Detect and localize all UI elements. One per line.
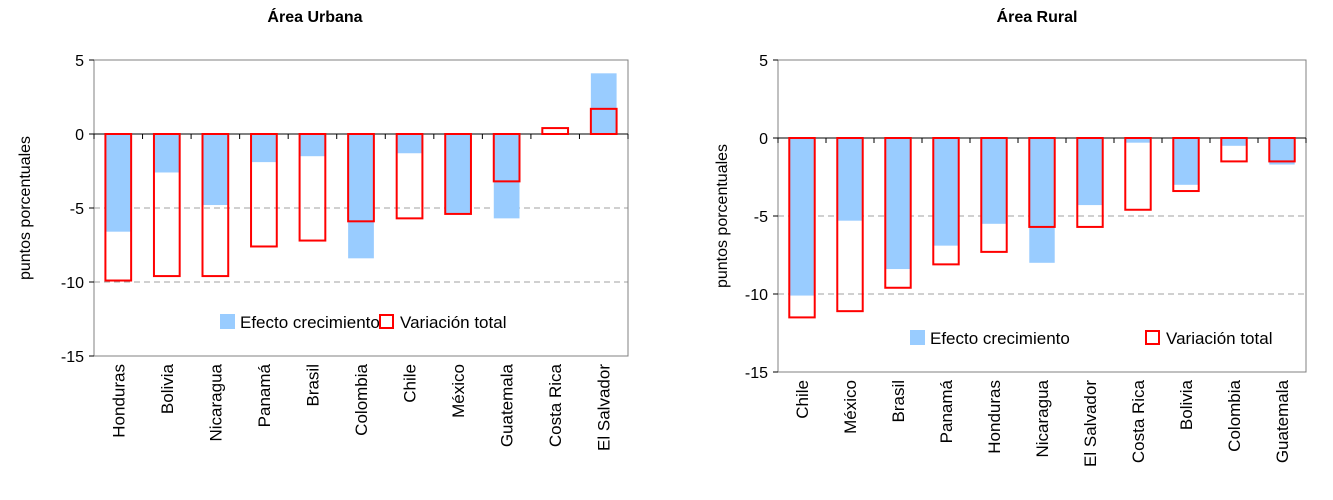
chart-title: Área Urbana xyxy=(267,7,362,26)
bar-efecto-crecimiento xyxy=(885,138,911,270)
category-label: Bolivia xyxy=(158,363,177,414)
bar-efecto-crecimiento xyxy=(153,134,180,173)
y-tick-label: 0 xyxy=(759,131,768,148)
bar-variacion-total xyxy=(788,137,816,319)
chart-title: Área Rural xyxy=(997,7,1078,26)
bar-efecto-crecimiento xyxy=(789,138,815,296)
bar-efecto-crecimiento xyxy=(202,134,229,206)
bar-efecto-crecimiento xyxy=(1029,138,1055,263)
bar-efecto-crecimiento xyxy=(1269,138,1295,165)
y-tick-label: -5 xyxy=(754,209,768,226)
bar-variacion-total xyxy=(1124,137,1152,211)
y-tick-label: -10 xyxy=(61,275,84,292)
category-label: El Salvador xyxy=(595,364,614,451)
y-tick-label: -5 xyxy=(70,201,84,218)
bar-efecto-crecimiento xyxy=(445,134,471,214)
category-label: Panamá xyxy=(937,379,956,443)
bar-efecto-crecimiento xyxy=(348,134,374,259)
category-label: Panamá xyxy=(255,363,274,427)
category-label: Brasil xyxy=(303,364,322,407)
bar-variacion-total xyxy=(1220,137,1248,163)
bar-variacion-total xyxy=(1028,137,1056,228)
bar-efecto-crecimiento xyxy=(1173,138,1199,185)
category-label: Colombia xyxy=(352,363,371,435)
bar-variacion-total xyxy=(152,133,181,278)
bar-variacion-total xyxy=(1172,137,1200,193)
category-label: Chile xyxy=(793,380,812,419)
category-label: El Salvador xyxy=(1081,380,1100,467)
bar-variacion-total xyxy=(395,133,424,220)
category-label: Bolivia xyxy=(1177,379,1196,430)
category-label: México xyxy=(449,364,468,418)
bar-efecto-crecimiento xyxy=(299,134,326,157)
legend-label-efecto-crecimiento: Efecto crecimiento xyxy=(240,313,380,332)
bar-variacion-total xyxy=(932,137,960,266)
bar-variacion-total xyxy=(589,107,618,135)
y-tick-label: 5 xyxy=(75,53,84,70)
category-label: Honduras xyxy=(109,364,128,438)
category-label: Colombia xyxy=(1225,379,1244,451)
bar-variacion-total xyxy=(104,133,133,282)
category-label: México xyxy=(841,380,860,434)
bar-efecto-crecimiento xyxy=(251,134,277,163)
bar-variacion-total xyxy=(884,137,912,289)
category-label: Guatemala xyxy=(498,363,517,447)
category-label: Chile xyxy=(401,364,420,403)
bar-efecto-crecimiento xyxy=(105,134,132,232)
legend-swatch-variacion-total xyxy=(1145,330,1160,345)
category-label: Nicaragua xyxy=(206,363,225,441)
bar-efecto-crecimiento xyxy=(590,73,617,134)
bar-efecto-crecimiento xyxy=(396,134,423,154)
category-label: Honduras xyxy=(985,380,1004,454)
bar-efecto-crecimiento xyxy=(933,138,959,246)
y-tick-label: -15 xyxy=(745,365,768,382)
bar-variacion-total xyxy=(444,133,472,215)
bar-variacion-total xyxy=(1076,137,1104,228)
y-axis-label: puntos porcentuales xyxy=(17,136,34,280)
y-axis-label: puntos porcentuales xyxy=(714,144,731,288)
legend-label-variacion-total: Variación total xyxy=(1166,329,1272,348)
bar-variacion-total xyxy=(250,133,278,248)
chart-urban: Área Urbana puntos porcentuales 5 0 -5 -10 -15… xyxy=(17,7,629,451)
bar-efecto-crecimiento xyxy=(1077,138,1103,206)
y-tick-label: -15 xyxy=(61,349,84,366)
bar-variacion-total xyxy=(492,133,521,183)
category-label: Nicaragua xyxy=(1033,379,1052,457)
bar-efecto-crecimiento xyxy=(981,138,1007,224)
category-label: Brasil xyxy=(889,380,908,423)
bar-efecto-crecimiento xyxy=(1221,138,1247,146)
bar-variacion-total xyxy=(298,133,327,242)
category-label: Costa Rica xyxy=(1129,379,1148,463)
legend-swatch-efecto-crecimiento xyxy=(220,314,235,329)
legend-label-variacion-total: Variación total xyxy=(400,313,506,332)
category-label: Guatemala xyxy=(1273,379,1292,463)
bar-variacion-total xyxy=(541,127,570,136)
legend-swatch-variacion-total xyxy=(379,314,394,329)
bar-variacion-total xyxy=(836,137,864,313)
legend-label-efecto-crecimiento: Efecto crecimiento xyxy=(930,329,1070,348)
bar-variacion-total xyxy=(1268,137,1296,163)
y-tick-label: -10 xyxy=(745,287,768,304)
bar-variacion-total xyxy=(980,137,1008,253)
bar-variacion-total xyxy=(347,133,375,223)
legend-swatch-efecto-crecimiento xyxy=(910,330,925,345)
y-tick-label: 0 xyxy=(75,127,84,144)
y-tick-label: 5 xyxy=(759,53,768,70)
chart-rural: Área Rural puntos porcentuales 5 0 -5 -10 -15 C… xyxy=(714,7,1307,467)
bar-efecto-crecimiento xyxy=(1125,138,1151,143)
bar-variacion-total xyxy=(201,133,230,278)
bar-efecto-crecimiento xyxy=(493,134,520,219)
category-label: Costa Rica xyxy=(546,363,565,447)
bar-efecto-crecimiento xyxy=(837,138,863,221)
